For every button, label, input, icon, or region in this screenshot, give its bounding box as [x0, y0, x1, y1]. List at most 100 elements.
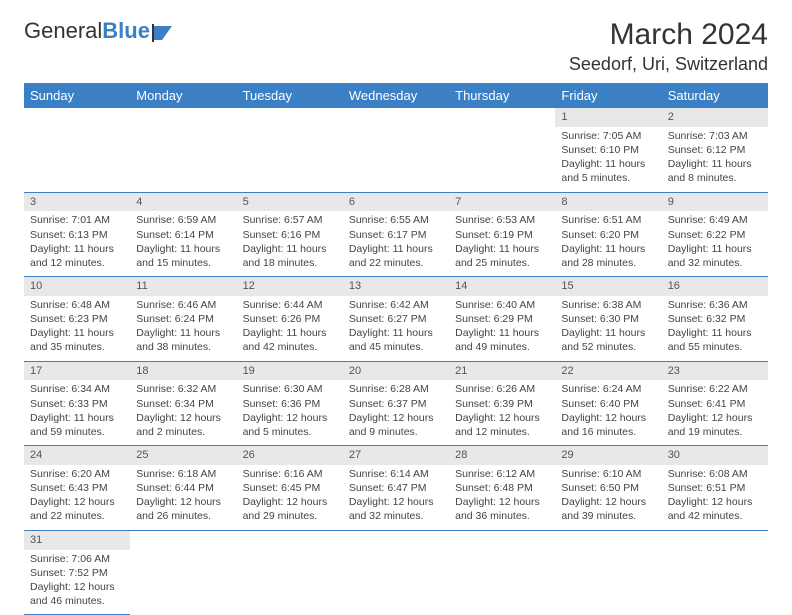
sunset-line: Sunset: 6:48 PM — [455, 481, 549, 495]
sunset-line: Sunset: 6:47 PM — [349, 481, 443, 495]
sunset-line: Sunset: 6:16 PM — [243, 228, 337, 242]
day-body: Sunrise: 7:05 AMSunset: 6:10 PMDaylight:… — [555, 127, 661, 192]
calendar-cell: 23Sunrise: 6:22 AMSunset: 6:41 PMDayligh… — [662, 361, 768, 446]
calendar-cell — [130, 108, 236, 192]
day-body: Sunrise: 6:49 AMSunset: 6:22 PMDaylight:… — [662, 211, 768, 276]
day-body: Sunrise: 6:28 AMSunset: 6:37 PMDaylight:… — [343, 380, 449, 445]
brand-logo: GeneralBlue — [24, 18, 174, 44]
calendar-cell: 10Sunrise: 6:48 AMSunset: 6:23 PMDayligh… — [24, 277, 130, 362]
daylight-line: Daylight: 12 hours and 42 minutes. — [668, 495, 762, 523]
weekday-header: Sunday — [24, 83, 130, 108]
sunrise-line: Sunrise: 6:10 AM — [561, 467, 655, 481]
calendar-cell: 1Sunrise: 7:05 AMSunset: 6:10 PMDaylight… — [555, 108, 661, 192]
daylight-line: Daylight: 11 hours and 38 minutes. — [136, 326, 230, 354]
sunrise-line: Sunrise: 6:24 AM — [561, 382, 655, 396]
day-number: 22 — [555, 362, 661, 381]
sunrise-line: Sunrise: 6:30 AM — [243, 382, 337, 396]
sunset-line: Sunset: 6:39 PM — [455, 397, 549, 411]
calendar-cell — [343, 530, 449, 615]
sunrise-line: Sunrise: 6:42 AM — [349, 298, 443, 312]
day-number: 30 — [662, 446, 768, 465]
day-number: 29 — [555, 446, 661, 465]
calendar-row: 31Sunrise: 7:06 AMSunset: 7:52 PMDayligh… — [24, 530, 768, 615]
calendar-cell: 30Sunrise: 6:08 AMSunset: 6:51 PMDayligh… — [662, 446, 768, 531]
daylight-line: Daylight: 11 hours and 35 minutes. — [30, 326, 124, 354]
calendar-cell: 21Sunrise: 6:26 AMSunset: 6:39 PMDayligh… — [449, 361, 555, 446]
day-body: Sunrise: 6:18 AMSunset: 6:44 PMDaylight:… — [130, 465, 236, 530]
day-body: Sunrise: 6:57 AMSunset: 6:16 PMDaylight:… — [237, 211, 343, 276]
daylight-line: Daylight: 12 hours and 12 minutes. — [455, 411, 549, 439]
day-body: Sunrise: 6:46 AMSunset: 6:24 PMDaylight:… — [130, 296, 236, 361]
day-number: 28 — [449, 446, 555, 465]
day-body: Sunrise: 6:12 AMSunset: 6:48 PMDaylight:… — [449, 465, 555, 530]
daylight-line: Daylight: 11 hours and 59 minutes. — [30, 411, 124, 439]
daylight-line: Daylight: 12 hours and 46 minutes. — [30, 580, 124, 608]
sunset-line: Sunset: 6:51 PM — [668, 481, 762, 495]
calendar-cell: 31Sunrise: 7:06 AMSunset: 7:52 PMDayligh… — [24, 530, 130, 615]
daylight-line: Daylight: 12 hours and 39 minutes. — [561, 495, 655, 523]
day-body: Sunrise: 6:24 AMSunset: 6:40 PMDaylight:… — [555, 380, 661, 445]
day-body: Sunrise: 6:20 AMSunset: 6:43 PMDaylight:… — [24, 465, 130, 530]
day-body: Sunrise: 6:34 AMSunset: 6:33 PMDaylight:… — [24, 380, 130, 445]
calendar-row: 17Sunrise: 6:34 AMSunset: 6:33 PMDayligh… — [24, 361, 768, 446]
daylight-line: Daylight: 12 hours and 16 minutes. — [561, 411, 655, 439]
daylight-line: Daylight: 11 hours and 18 minutes. — [243, 242, 337, 270]
day-number: 8 — [555, 193, 661, 212]
day-body: Sunrise: 6:38 AMSunset: 6:30 PMDaylight:… — [555, 296, 661, 361]
sunrise-line: Sunrise: 6:59 AM — [136, 213, 230, 227]
day-number: 21 — [449, 362, 555, 381]
daylight-line: Daylight: 12 hours and 19 minutes. — [668, 411, 762, 439]
header: GeneralBlue March 2024 Seedorf, Uri, Swi… — [24, 18, 768, 75]
sunset-line: Sunset: 6:50 PM — [561, 481, 655, 495]
brand-part1: General — [24, 18, 102, 44]
day-number: 18 — [130, 362, 236, 381]
calendar-cell — [662, 530, 768, 615]
sunrise-line: Sunrise: 6:40 AM — [455, 298, 549, 312]
sunset-line: Sunset: 6:10 PM — [561, 143, 655, 157]
day-body: Sunrise: 6:22 AMSunset: 6:41 PMDaylight:… — [662, 380, 768, 445]
sunrise-line: Sunrise: 6:14 AM — [349, 467, 443, 481]
sunset-line: Sunset: 6:27 PM — [349, 312, 443, 326]
daylight-line: Daylight: 11 hours and 25 minutes. — [455, 242, 549, 270]
calendar-cell — [449, 108, 555, 192]
calendar-cell — [449, 530, 555, 615]
daylight-line: Daylight: 11 hours and 12 minutes. — [30, 242, 124, 270]
calendar-cell: 25Sunrise: 6:18 AMSunset: 6:44 PMDayligh… — [130, 446, 236, 531]
title-block: March 2024 Seedorf, Uri, Switzerland — [569, 18, 768, 75]
sunset-line: Sunset: 6:26 PM — [243, 312, 337, 326]
weekday-header: Saturday — [662, 83, 768, 108]
day-number: 6 — [343, 193, 449, 212]
daylight-line: Daylight: 11 hours and 42 minutes. — [243, 326, 337, 354]
day-number: 14 — [449, 277, 555, 296]
day-body: Sunrise: 7:03 AMSunset: 6:12 PMDaylight:… — [662, 127, 768, 192]
day-number: 15 — [555, 277, 661, 296]
day-body: Sunrise: 6:44 AMSunset: 6:26 PMDaylight:… — [237, 296, 343, 361]
day-number: 17 — [24, 362, 130, 381]
sunrise-line: Sunrise: 7:01 AM — [30, 213, 124, 227]
sunrise-line: Sunrise: 6:34 AM — [30, 382, 124, 396]
sunset-line: Sunset: 6:20 PM — [561, 228, 655, 242]
calendar-cell: 28Sunrise: 6:12 AMSunset: 6:48 PMDayligh… — [449, 446, 555, 531]
sunrise-line: Sunrise: 6:46 AM — [136, 298, 230, 312]
calendar-cell: 12Sunrise: 6:44 AMSunset: 6:26 PMDayligh… — [237, 277, 343, 362]
sunset-line: Sunset: 6:13 PM — [30, 228, 124, 242]
calendar-cell: 18Sunrise: 6:32 AMSunset: 6:34 PMDayligh… — [130, 361, 236, 446]
sunrise-line: Sunrise: 6:18 AM — [136, 467, 230, 481]
sunrise-line: Sunrise: 6:53 AM — [455, 213, 549, 227]
sunrise-line: Sunrise: 6:48 AM — [30, 298, 124, 312]
day-body: Sunrise: 6:32 AMSunset: 6:34 PMDaylight:… — [130, 380, 236, 445]
calendar-cell — [130, 530, 236, 615]
day-number: 7 — [449, 193, 555, 212]
calendar-cell — [555, 530, 661, 615]
sunset-line: Sunset: 6:36 PM — [243, 397, 337, 411]
sunset-line: Sunset: 6:45 PM — [243, 481, 337, 495]
day-number: 5 — [237, 193, 343, 212]
day-body: Sunrise: 6:51 AMSunset: 6:20 PMDaylight:… — [555, 211, 661, 276]
day-body: Sunrise: 6:55 AMSunset: 6:17 PMDaylight:… — [343, 211, 449, 276]
calendar-body: 1Sunrise: 7:05 AMSunset: 6:10 PMDaylight… — [24, 108, 768, 615]
daylight-line: Daylight: 11 hours and 49 minutes. — [455, 326, 549, 354]
calendar-row: 1Sunrise: 7:05 AMSunset: 6:10 PMDaylight… — [24, 108, 768, 192]
calendar-cell: 16Sunrise: 6:36 AMSunset: 6:32 PMDayligh… — [662, 277, 768, 362]
calendar-cell: 26Sunrise: 6:16 AMSunset: 6:45 PMDayligh… — [237, 446, 343, 531]
daylight-line: Daylight: 12 hours and 22 minutes. — [30, 495, 124, 523]
